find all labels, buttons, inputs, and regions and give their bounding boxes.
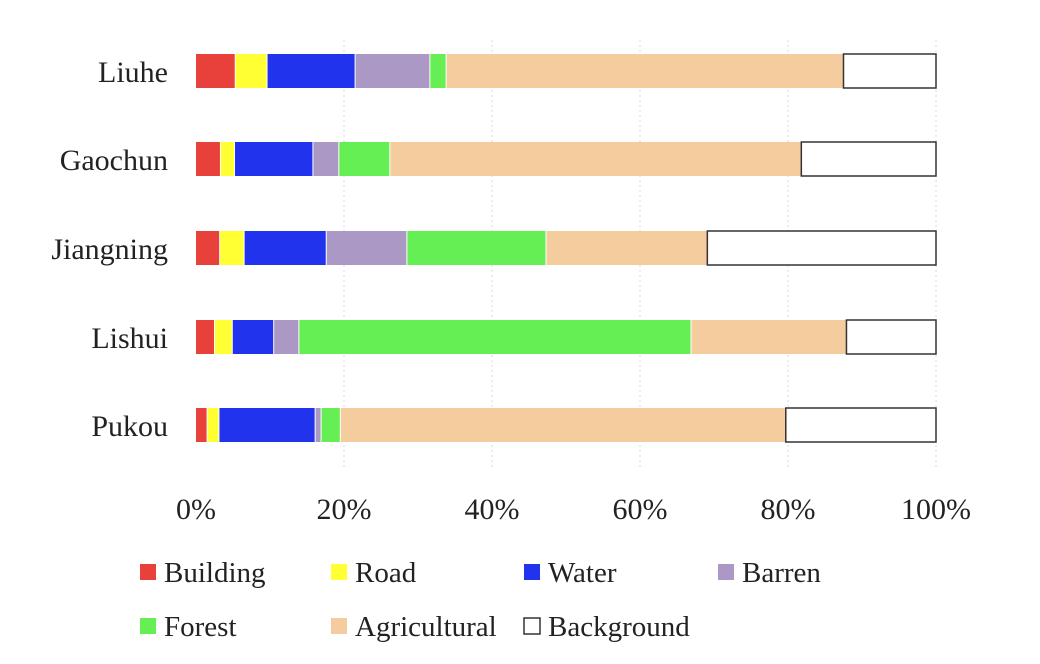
x-tick-label: 60%	[613, 493, 668, 526]
bar-segment-water	[267, 54, 356, 88]
bar-row-liuhe	[196, 53, 937, 89]
legend-label: Water	[548, 557, 617, 589]
legend-label: Building	[164, 557, 266, 589]
category-label: Pukou	[91, 410, 168, 443]
bar-segment-road	[219, 231, 245, 265]
bar-segment-forest	[338, 142, 390, 176]
legend-swatch	[140, 618, 156, 634]
bar-group	[196, 53, 937, 443]
category-label: Liuhe	[98, 56, 168, 89]
bar-segment-forest	[321, 408, 341, 442]
bar-segment-building	[196, 320, 215, 354]
x-tick-label: 40%	[465, 493, 520, 526]
legend-label: Background	[548, 611, 690, 643]
bar-segment-agricultural	[340, 408, 786, 442]
bar-segment-barren	[326, 231, 407, 265]
bar-segment-building	[196, 142, 221, 176]
legend-label: Road	[355, 557, 417, 589]
category-label: Gaochun	[60, 144, 168, 177]
bar-segment-background	[842, 53, 937, 89]
legend-item-water: Water	[524, 557, 617, 589]
bar-segment-background	[785, 407, 937, 443]
bar-segment-road	[235, 54, 268, 88]
bar-segment-agricultural	[546, 231, 708, 265]
bar-segment-forest	[298, 320, 692, 354]
legend-swatch	[331, 564, 347, 580]
legend-label: Agricultural	[355, 611, 497, 643]
x-tick-label: 0%	[176, 493, 216, 526]
bar-segment-building	[196, 231, 220, 265]
legend-item-agricultural: Agricultural	[331, 611, 497, 643]
bar-segment-barren	[355, 54, 430, 88]
bar-segment-barren	[273, 320, 299, 354]
legend: Building Road Water Barren Forest Agricultura…	[140, 557, 821, 643]
bar-segment-background	[706, 230, 937, 266]
legend-item-background: Background	[523, 611, 690, 643]
category-label: Lishui	[91, 322, 168, 355]
legend-item-forest: Forest	[140, 611, 237, 643]
x-axis-tick-labels: 0% 20% 40% 60% 80% 100%	[176, 493, 971, 526]
bar-segment-agricultural	[691, 320, 847, 354]
legend-swatch	[523, 617, 541, 635]
bar-row-pukou	[196, 407, 937, 443]
category-labels: Liuhe Gaochun Jiangning Lishui Pukou	[51, 56, 168, 443]
bar-segment-barren	[315, 408, 322, 442]
bar-row-gaochun	[196, 141, 937, 177]
bar-row-lishui	[196, 319, 937, 355]
legend-swatch	[331, 618, 347, 634]
bar-row-jiangning	[196, 230, 937, 266]
bar-segment-background	[800, 141, 937, 177]
legend-item-building: Building	[140, 557, 266, 589]
bar-segment-agricultural	[389, 142, 802, 176]
x-tick-label: 20%	[317, 493, 372, 526]
bar-segment-forest	[429, 54, 447, 88]
category-label: Jiangning	[51, 233, 168, 266]
legend-swatch	[718, 564, 734, 580]
legend-swatch	[140, 564, 156, 580]
bar-segment-agricultural	[446, 54, 844, 88]
grid-lines	[343, 40, 937, 468]
bar-segment-building	[196, 408, 208, 442]
x-tick-label: 100%	[901, 493, 971, 526]
bar-segment-building	[196, 54, 236, 88]
bar-segment-background	[845, 319, 937, 355]
legend-item-barren: Barren	[718, 557, 821, 589]
legend-item-road: Road	[331, 557, 417, 589]
bar-segment-water	[232, 320, 274, 354]
legend-label: Forest	[164, 611, 237, 643]
x-tick-label: 80%	[761, 493, 816, 526]
bar-segment-road	[207, 408, 219, 442]
legend-swatch	[524, 564, 540, 580]
bar-segment-barren	[312, 142, 339, 176]
bar-segment-forest	[406, 231, 547, 265]
bar-segment-road	[214, 320, 233, 354]
bar-segment-water	[234, 142, 313, 176]
bar-segment-water	[218, 408, 316, 442]
bar-segment-water	[244, 231, 327, 265]
legend-label: Barren	[742, 557, 821, 589]
bar-segment-road	[220, 142, 235, 176]
